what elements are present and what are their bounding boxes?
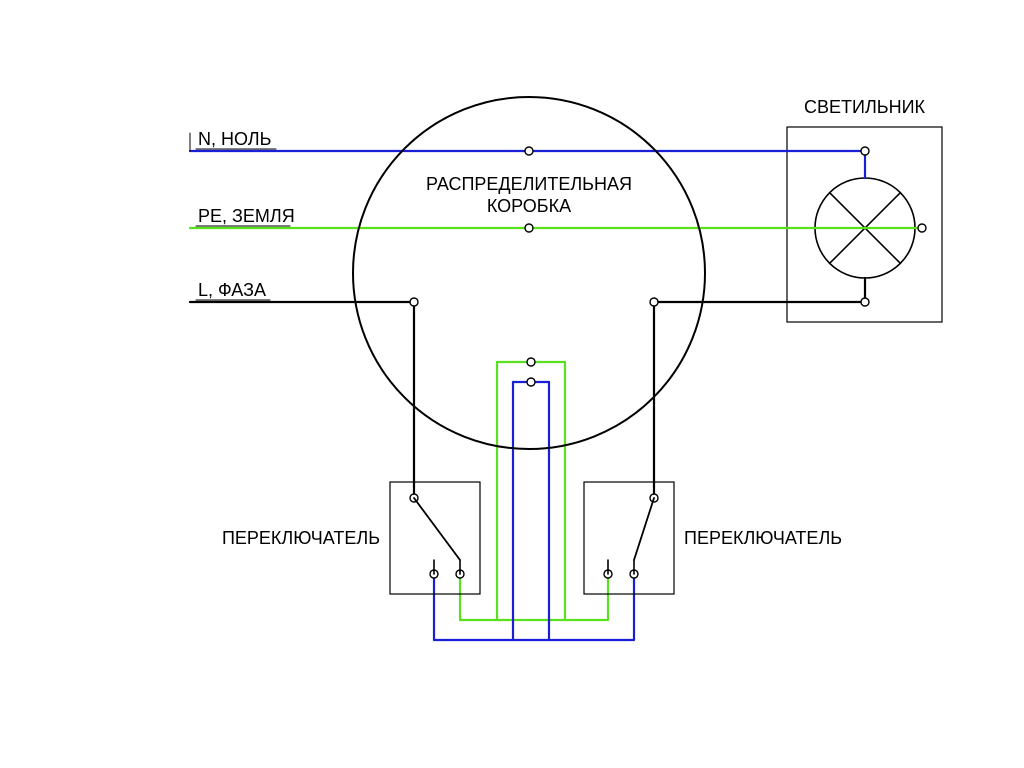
- neutral-label: N, НОЛЬ: [198, 129, 271, 149]
- phase-label: L, ФАЗА: [198, 280, 266, 300]
- switch-label: ПЕРЕКЛЮЧАТЕЛЬ: [222, 528, 380, 548]
- junction-box-label-2: КОРОБКА: [487, 196, 571, 216]
- ground-label: PE, ЗЕМЛЯ: [198, 206, 295, 226]
- switch-label: ПЕРЕКЛЮЧАТЕЛЬ: [684, 528, 842, 548]
- junction-box-label-1: РАСПРЕДЕЛИТЕЛЬНАЯ: [426, 174, 632, 194]
- lamp-label: СВЕТИЛЬНИК: [804, 97, 926, 117]
